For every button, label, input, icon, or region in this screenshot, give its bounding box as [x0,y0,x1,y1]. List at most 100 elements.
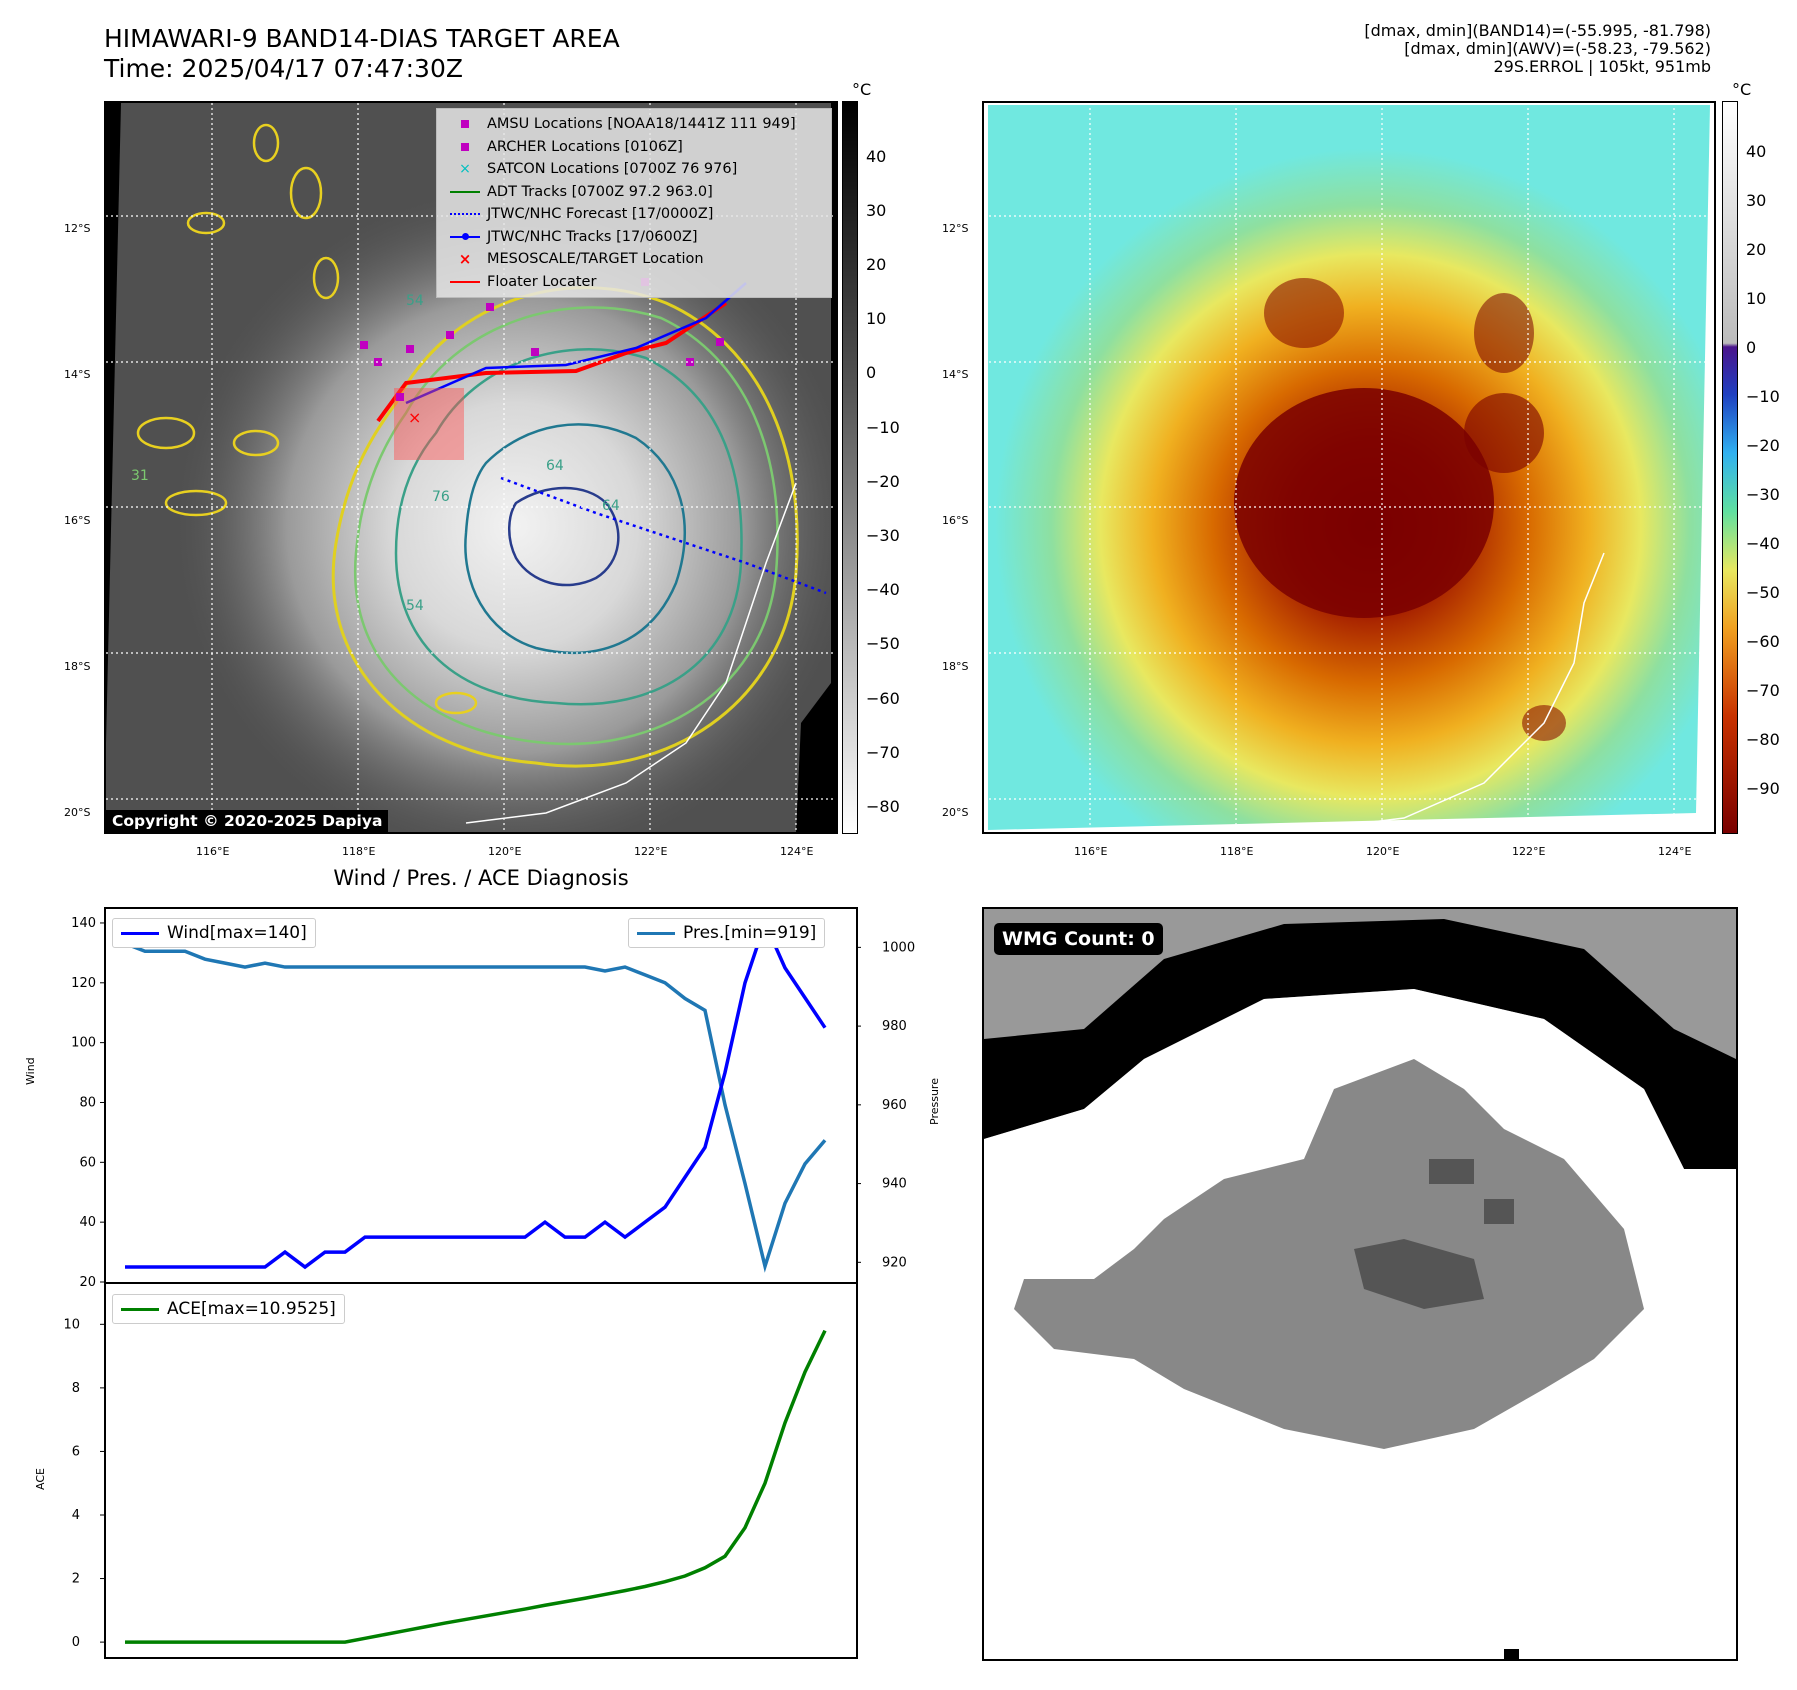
square-marker-icon [443,142,487,151]
pressure-tick-label: 920 [882,1255,907,1270]
line-marker-icon [443,280,487,283]
colorbar-unit: °C [852,80,872,99]
legend-item: × MESOSCALE/TARGET Location [443,248,825,271]
x-marker-icon: × [459,161,471,177]
ace-legend: ACE[max=10.9525] [112,1294,345,1324]
ace-tick-label: 6 [72,1444,80,1459]
wmg-panel: WMG Count: 0 [982,907,1738,1661]
ace-tick-label: 2 [72,1572,80,1587]
pressure-tick-label: 980 [882,1019,907,1034]
lon-label: 124°E [780,845,814,858]
colorbar-tick: −20 [1746,436,1780,455]
ace-tick-label: 8 [72,1381,80,1396]
colorbar-tick: 0 [1746,338,1757,357]
lon-label: 118°E [342,845,376,858]
pressure-series-line [124,941,827,1273]
colorbar-tick: −60 [1746,632,1780,651]
lon-label: 118°E [1220,845,1254,858]
colorbar-tick: −70 [866,743,900,762]
ace-series-line [125,1329,827,1644]
legend-item: Floater Locater [443,271,825,294]
colorbar-tick: 20 [1746,240,1767,259]
lat-label: 20°S [64,806,91,819]
lon-label: 116°E [1074,845,1108,858]
lon-label: 122°E [634,845,668,858]
wind-axis-label: Wind [24,1057,37,1085]
lat-label: 12°S [64,222,91,235]
ace-tick-label: 4 [72,1508,80,1523]
wind-tick-label: 40 [79,1215,96,1230]
wind-legend: Wind[max=140] [112,918,316,948]
colorbar-tick: −70 [1746,681,1780,700]
pressure-axis-label: Pressure [928,1078,941,1125]
lon-label: 116°E [196,845,230,858]
contour-label: 64 [602,498,620,514]
figure-title: HIMAWARI-9 BAND14-DIAS TARGET AREA Time:… [104,24,620,83]
chart-title: Wind / Pres. / ACE Diagnosis [333,866,629,890]
contour-label: 76 [432,489,450,505]
copyright-label: Copyright © 2020-2025 Dapiya [106,810,389,832]
band14-range: [dmax, dmin](BAND14)=(-55.995, -81.798) [1364,21,1711,40]
colorbar-tick: 10 [866,309,887,328]
colorbar-tick: 30 [866,201,887,220]
colorbar-tick: −20 [866,472,900,491]
colorbar-tick: −40 [1746,534,1780,553]
colorbar-tick: −50 [866,634,900,653]
contour-label: 54 [406,293,424,309]
contour-label: 54 [406,598,424,614]
ace-axis-label: ACE [34,1468,47,1490]
x-marker-icon: × [458,250,472,268]
dias-colorbar [1722,101,1738,834]
colorbar-tick: −60 [866,689,900,708]
square-marker-icon [443,120,487,129]
colorbar-tick: 40 [866,147,887,166]
legend-item: JTWC/NHC Forecast [17/0000Z] [443,203,825,226]
ace-chart [104,1282,858,1659]
svg-text:×: × [408,408,421,427]
colorbar-tick: −80 [1746,730,1780,749]
lat-label: 16°S [942,514,969,527]
pressure-line-icon [637,931,675,935]
ace-line-icon [121,1307,159,1311]
lon-label: 124°E [1658,845,1692,858]
colorbar-tick: −10 [1746,387,1780,406]
dias-map-image [984,103,1714,832]
lat-label: 14°S [64,368,91,381]
colorbar-tick: −40 [866,580,900,599]
ace-tick-label: 10 [63,1317,80,1332]
colorbar-tick: −80 [866,797,900,816]
lat-label: 12°S [942,222,969,235]
ir-colorbar [842,101,858,834]
contour-label: 31 [131,468,149,484]
colorbar-tick: −90 [1746,779,1780,798]
map-legend: AMSU Locations [NOAA18/1441Z 111 949] AR… [436,108,832,298]
legend-item: ARCHER Locations [0106Z] [443,136,825,159]
wmg-image [984,909,1736,1659]
wind-tick-label: 100 [71,1036,96,1051]
wind-tick-label: 140 [71,916,96,931]
dias-color-map [982,101,1716,834]
ace-tick-label: 0 [72,1635,80,1650]
line-marker-icon [443,190,487,193]
legend-item: JTWC/NHC Tracks [17/0600Z] [443,226,825,249]
colorbar-tick: 40 [1746,142,1767,161]
colorbar-tick: −30 [1746,485,1780,504]
lat-label: 14°S [942,368,969,381]
pressure-tick-label: 940 [882,1177,907,1192]
colorbar-tick: 30 [1746,191,1767,210]
legend-item: AMSU Locations [NOAA18/1441Z 111 949] [443,113,825,136]
line-dot-icon [443,232,487,240]
lat-label: 18°S [942,660,969,673]
ir-contour-map: × 54 76 64 64 31 54 AMSU Locations [NOAA… [104,101,838,834]
lat-label: 20°S [942,806,969,819]
legend-item: ADT Tracks [0700Z 97.2 963.0] [443,181,825,204]
wind-tick-label: 60 [79,1155,96,1170]
colorbar-tick: 0 [866,363,877,382]
wind-series-line [125,918,827,1270]
wind-tick-label: 80 [79,1095,96,1110]
wmg-count-label: WMG Count: 0 [994,923,1163,955]
contour-label: 64 [546,458,564,474]
colorbar-tick: −10 [866,418,900,437]
storm-info: [dmax, dmin](BAND14)=(-55.995, -81.798) … [1364,22,1711,76]
